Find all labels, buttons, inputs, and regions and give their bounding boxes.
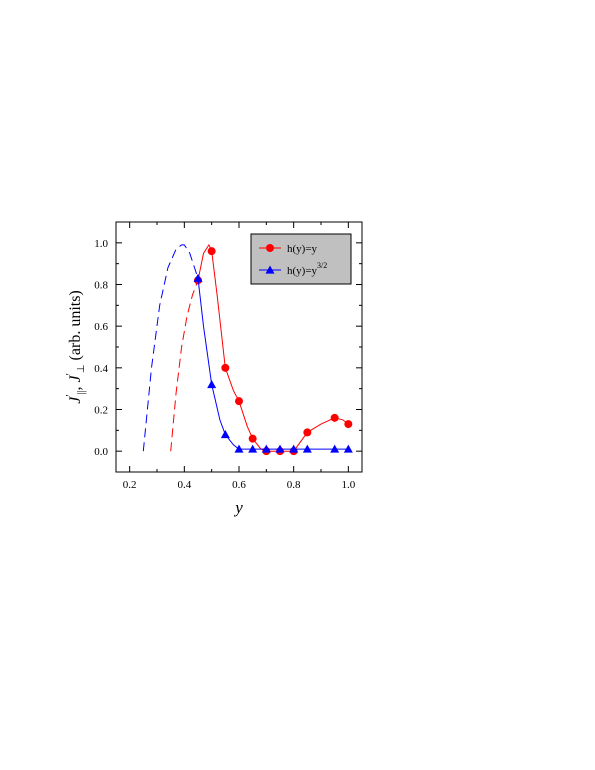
y-tick-label: 0.6 — [94, 321, 108, 333]
series-0-point — [221, 363, 230, 372]
series-layer — [142, 243, 353, 456]
y-tick-label: 1.0 — [94, 238, 108, 250]
series-0-point — [235, 397, 243, 406]
legend-marker-triangle — [265, 265, 275, 274]
y-tick-label: 0.4 — [94, 363, 108, 375]
series-0-point — [330, 413, 339, 422]
y-tick-label: 0.2 — [94, 405, 108, 417]
series-1-point — [193, 273, 203, 282]
x-tick-label: 0.8 — [287, 479, 301, 491]
series-0-point — [248, 434, 257, 443]
series-1-solid-curve — [197, 278, 349, 450]
series-0-point — [207, 247, 216, 256]
y-axis-title-part: (arb. units) — [67, 290, 84, 364]
series-0-point — [303, 428, 312, 437]
series-1-point — [207, 380, 217, 389]
legend: h(y)=yh(y)=y3/2 — [250, 233, 352, 285]
y-axis-title-part: ′ — [65, 373, 76, 375]
series-1-point — [234, 444, 244, 453]
series-1-point — [343, 444, 353, 453]
axis-ticks: 0.2 0.4 0.6 0.8 1.0 0.0 0.2 0.4 0.6 0.8 1.0 — [94, 222, 362, 491]
x-tick-label: 0.4 — [177, 479, 191, 491]
x-axis-title: y — [233, 498, 243, 517]
series-1-point — [302, 444, 312, 453]
y-tick-label: 0.8 — [94, 280, 108, 292]
series-1-point — [248, 444, 258, 453]
y-tick-label: 0.0 — [94, 446, 108, 458]
series-0-point — [344, 420, 353, 429]
legend-label-superscript: 3/2 — [317, 261, 327, 270]
series-1-point — [220, 430, 230, 439]
x-tick-label: 0.2 — [123, 479, 137, 491]
series-1-point — [261, 444, 271, 453]
y-axis-title-part: , J — [67, 374, 84, 390]
y-axis-title-part: || — [76, 390, 87, 394]
series-1-point — [275, 444, 285, 453]
y-axis-title-part: J — [67, 396, 84, 404]
series-1-point — [289, 444, 299, 453]
series-0-dashed-curve — [170, 280, 199, 452]
legend-label: h(y)=y — [287, 243, 318, 255]
x-tick-label: 1.0 — [341, 479, 355, 491]
series-1-point — [330, 444, 340, 453]
y-axis-title-part: ⊥ — [76, 364, 87, 373]
legend-marker-circle — [266, 244, 274, 252]
x-tick-label: 0.6 — [232, 479, 246, 491]
series-1-dashed-curve — [142, 244, 199, 452]
y-axis-title: J′||, J′⊥ (arb. units) — [65, 290, 87, 404]
y-axis-title-part: ′ — [65, 394, 76, 396]
legend-box — [250, 233, 352, 285]
